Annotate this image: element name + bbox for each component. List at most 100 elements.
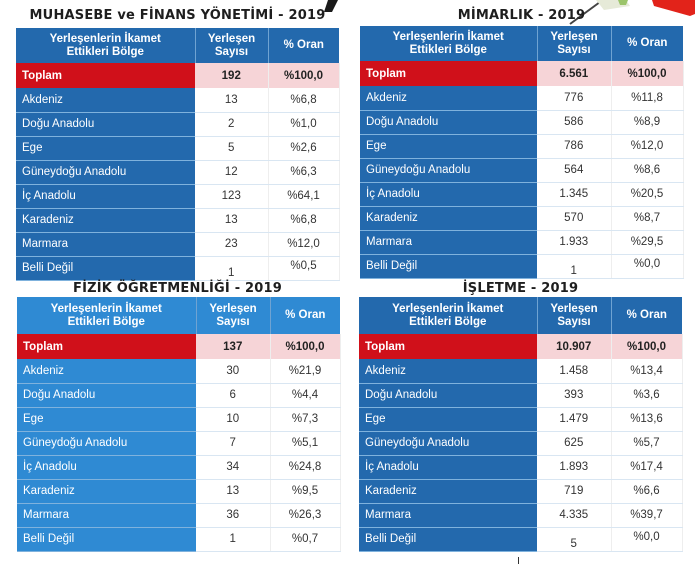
region-count: 625 xyxy=(537,431,612,456)
table-row: Marmara 4.335 %39,7 xyxy=(359,503,683,528)
region-pct: %9,5 xyxy=(270,479,341,504)
total-pct: %100,0 xyxy=(268,63,340,88)
region-name: Belli Değil xyxy=(359,527,537,552)
region-table-fizik: Yerleşenlerin İkamet Ettikleri Bölge Yer… xyxy=(17,297,341,552)
red-marker-graphic xyxy=(652,0,695,16)
table-row: Marmara 36 %26,3 xyxy=(17,503,341,528)
region-count: 30 xyxy=(196,359,271,384)
total-row: Toplam 192 %100,0 xyxy=(16,63,340,88)
region-pct: %0,5 xyxy=(268,256,340,281)
region-count: 1 xyxy=(196,527,271,552)
region-count: 570 xyxy=(537,206,612,231)
region-name: Karadeniz xyxy=(16,208,195,233)
table-row: Akdeniz 776 %11,8 xyxy=(360,86,684,111)
region-name: Güneydoğu Anadolu xyxy=(16,160,195,185)
table-row: Ege 1.479 %13,6 xyxy=(359,407,683,432)
region-count: 5 xyxy=(195,136,269,161)
table-row: Marmara 1.933 %29,5 xyxy=(360,230,684,255)
table-row: Karadeniz 13 %9,5 xyxy=(17,479,341,504)
column-header-region: Yerleşenlerin İkamet Ettikleri Bölge xyxy=(17,297,197,334)
region-count: 4.335 xyxy=(537,503,612,528)
region-count: 13 xyxy=(195,88,269,113)
region-name: İç Anadolu xyxy=(16,184,195,209)
table-title: MİMARLIK - 2019 xyxy=(457,8,586,23)
region-count: 1.479 xyxy=(537,407,612,432)
region-name: Güneydoğu Anadolu xyxy=(359,431,537,456)
region-name: Marmara xyxy=(16,232,195,257)
region-name: Akdeniz xyxy=(16,88,195,113)
table-row: Doğu Anadolu 393 %3,6 xyxy=(359,383,683,408)
column-header-count: Yerleşen Sayısı xyxy=(195,28,269,63)
region-pct: %0,0 xyxy=(611,254,684,279)
region-pct: %6,3 xyxy=(268,160,340,185)
region-count: 123 xyxy=(195,184,269,209)
column-header-count: Yerleşen Sayısı xyxy=(537,26,612,61)
region-name: Doğu Anadolu xyxy=(359,383,537,408)
region-name: İç Anadolu xyxy=(359,455,537,480)
total-count: 10.907 xyxy=(537,334,612,359)
table-row: Belli Değil 1 %0,5 xyxy=(16,256,340,281)
region-name: Belli Değil xyxy=(360,254,537,279)
table-row: Karadeniz 13 %6,8 xyxy=(16,208,340,233)
total-label: Toplam xyxy=(17,334,196,359)
region-count: 564 xyxy=(537,158,612,183)
total-row: Toplam 137 %100,0 xyxy=(17,334,341,359)
table-row: Güneydoğu Anadolu 625 %5,7 xyxy=(359,431,683,456)
region-pct: %64,1 xyxy=(268,184,340,209)
region-count: 776 xyxy=(537,86,612,111)
column-header-pct: % Oran xyxy=(270,297,340,334)
region-pct: %8,6 xyxy=(611,158,684,183)
region-name: Doğu Anadolu xyxy=(17,383,196,408)
region-pct: %39,7 xyxy=(611,503,683,528)
total-row: Toplam 10.907 %100,0 xyxy=(359,334,683,359)
region-count: 23 xyxy=(195,232,269,257)
table-row: İç Anadolu 1.893 %17,4 xyxy=(359,455,683,480)
table-row: Ege 5 %2,6 xyxy=(16,136,340,161)
region-pct: %11,8 xyxy=(611,86,684,111)
total-pct: %100,0 xyxy=(611,334,683,359)
region-name: Ege xyxy=(17,407,196,432)
region-count: 786 xyxy=(537,134,612,159)
region-count: 5 xyxy=(537,527,612,552)
table-row: Karadeniz 719 %6,6 xyxy=(359,479,683,504)
region-pct: %13,4 xyxy=(611,359,683,384)
table-row: Marmara 23 %12,0 xyxy=(16,232,340,257)
region-pct: %20,5 xyxy=(611,182,684,207)
region-name: Karadeniz xyxy=(359,479,537,504)
region-table-isletme: Yerleşenlerin İkamet Ettikleri Bölge Yer… xyxy=(359,297,683,552)
table-row: Belli Değil 1 %0,7 xyxy=(17,527,341,552)
region-name: İç Anadolu xyxy=(360,182,537,207)
column-header-region: Yerleşenlerin İkamet Ettikleri Bölge xyxy=(360,26,538,61)
region-name: Akdeniz xyxy=(17,359,196,384)
region-pct: %7,3 xyxy=(270,407,341,432)
region-count: 13 xyxy=(195,208,269,233)
region-pct: %24,8 xyxy=(270,455,341,480)
region-name: Marmara xyxy=(17,503,196,528)
region-count: 393 xyxy=(537,383,612,408)
region-name: Ege xyxy=(360,134,537,159)
table-row: Güneydoğu Anadolu 12 %6,3 xyxy=(16,160,340,185)
table-row: İç Anadolu 123 %64,1 xyxy=(16,184,340,209)
table-row: Doğu Anadolu 586 %8,9 xyxy=(360,110,684,135)
region-name: Doğu Anadolu xyxy=(360,110,537,135)
region-pct: %6,8 xyxy=(268,208,340,233)
region-count: 7 xyxy=(196,431,271,456)
table-row: Belli Değil 5 %0,0 xyxy=(359,527,683,552)
table-title: MUHASEBE ve FİNANS YÖNETİMİ - 2019 xyxy=(29,8,326,23)
region-name: İç Anadolu xyxy=(17,455,196,480)
region-pct: %2,6 xyxy=(268,136,340,161)
table-row: Ege 786 %12,0 xyxy=(360,134,684,159)
region-count: 1.345 xyxy=(537,182,612,207)
region-name: Doğu Anadolu xyxy=(16,112,195,137)
region-count: 586 xyxy=(537,110,612,135)
column-header-pct: % Oran xyxy=(611,26,683,61)
total-count: 192 xyxy=(195,63,269,88)
region-pct: %6,8 xyxy=(268,88,340,113)
divider-tick xyxy=(518,557,519,564)
table-row: İç Anadolu 34 %24,8 xyxy=(17,455,341,480)
table-row: Güneydoğu Anadolu 7 %5,1 xyxy=(17,431,341,456)
table-row: Belli Değil 1 %0,0 xyxy=(360,254,684,279)
region-count: 13 xyxy=(196,479,271,504)
region-name: Güneydoğu Anadolu xyxy=(17,431,196,456)
region-pct: %3,6 xyxy=(611,383,683,408)
